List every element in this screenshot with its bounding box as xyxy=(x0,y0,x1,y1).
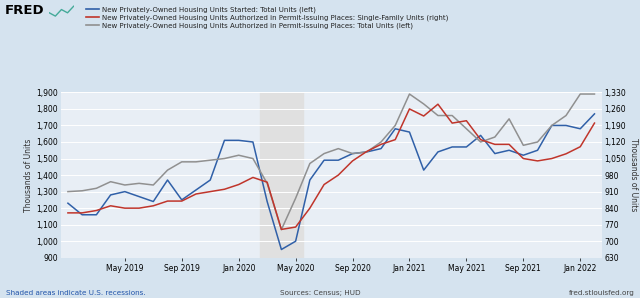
Text: fred.stlouisfed.org: fred.stlouisfed.org xyxy=(569,290,635,296)
Y-axis label: Thousands of Units: Thousands of Units xyxy=(629,138,638,212)
Text: Shaded areas indicate U.S. recessions.: Shaded areas indicate U.S. recessions. xyxy=(6,290,146,296)
Text: Sources: Census; HUD: Sources: Census; HUD xyxy=(280,290,360,296)
Legend: New Privately-Owned Housing Units Started: Total Units (left), New Privately-Own: New Privately-Owned Housing Units Starte… xyxy=(83,4,451,32)
Y-axis label: Thousands of Units: Thousands of Units xyxy=(24,138,33,212)
Text: FRED: FRED xyxy=(5,4,45,18)
Bar xyxy=(260,92,303,258)
